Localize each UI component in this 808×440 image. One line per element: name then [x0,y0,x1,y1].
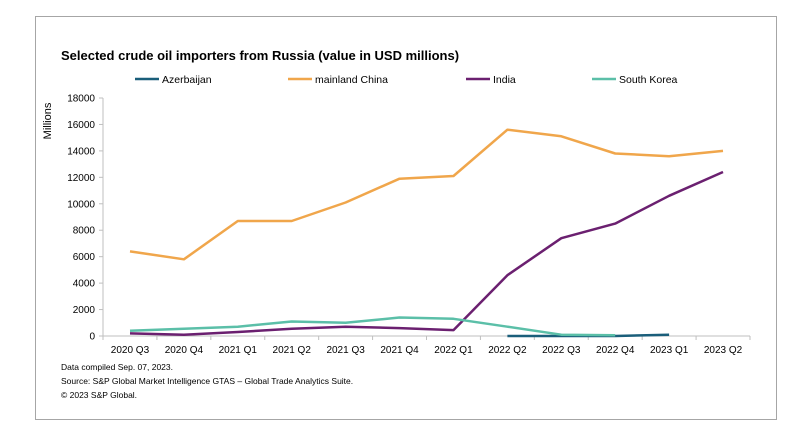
x-tick-label: 2021 Q3 [326,345,365,356]
legend-label: Azerbaijan [162,74,212,86]
chart-title: Selected crude oil importers from Russia… [61,48,460,63]
x-tick-label: 2023 Q1 [650,345,689,356]
x-tick-label: 2023 Q2 [704,345,743,356]
y-tick-label: 0 [89,332,95,343]
x-tick-label: 2022 Q1 [434,345,473,356]
footnote-compiled: Data compiled Sep. 07, 2023. [61,362,173,372]
x-tick-label: 2020 Q4 [165,345,204,356]
footnote-source: Source: S&P Global Market Intelligence G… [61,376,354,386]
x-tick-label: 2022 Q3 [542,345,581,356]
y-tick-label: 14000 [67,146,95,157]
y-tick-label: 8000 [73,226,96,237]
chart-frame [35,16,777,420]
y-tick-label: 4000 [73,279,96,290]
y-tick-label: 16000 [67,120,95,131]
y-tick-label: 12000 [67,173,95,184]
legend-label: India [493,74,516,86]
x-tick-label: 2020 Q3 [111,345,150,356]
legend-label: mainland China [315,74,388,86]
y-tick-label: 10000 [67,199,95,210]
y-tick-label: 18000 [67,94,95,105]
x-tick-label: 2021 Q2 [273,345,312,356]
y-tick-label: 2000 [73,305,96,316]
series-line-south-korea [129,316,616,337]
x-tick-label: 2022 Q2 [488,345,527,356]
x-tick-label: 2021 Q4 [380,345,419,356]
y-tick-label: 6000 [73,252,96,263]
series-line-india [129,170,724,336]
x-tick-label: 2022 Q4 [596,345,635,356]
series-line-mainland-china [129,128,724,261]
x-tick-label: 2021 Q1 [219,345,258,356]
footnote-copyright: © 2023 S&P Global. [61,390,138,400]
legend-label: South Korea [619,74,678,86]
y-axis-title: Millions [42,102,54,139]
